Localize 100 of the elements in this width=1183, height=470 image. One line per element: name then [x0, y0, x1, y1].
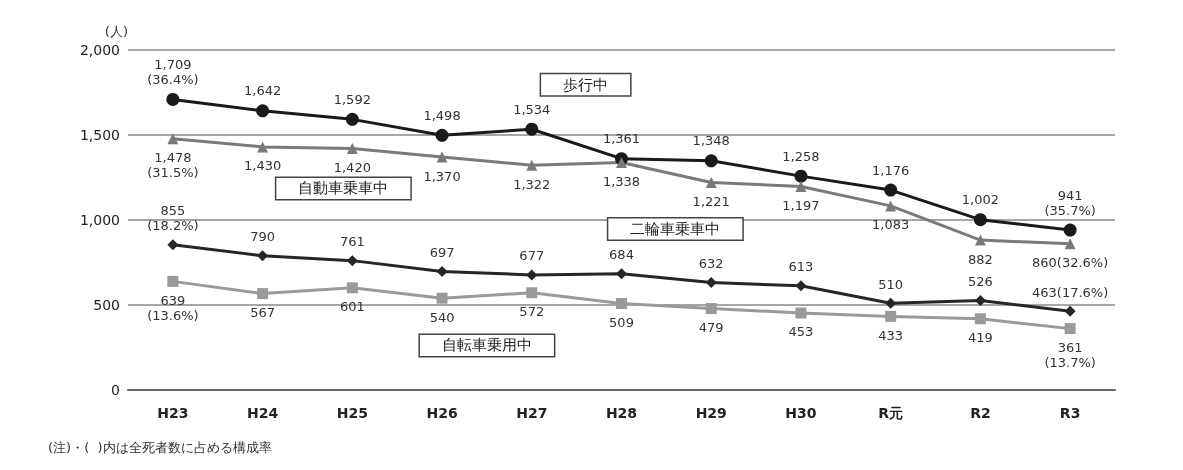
- data-label: 419: [968, 330, 993, 346]
- x-tick-label: R3: [1059, 405, 1081, 421]
- data-label: 860(32.6%): [1032, 255, 1109, 271]
- point: [795, 307, 807, 319]
- data-label: 453: [788, 324, 814, 340]
- point: [974, 295, 986, 307]
- data-label: 1,002: [961, 192, 1000, 208]
- point: [974, 313, 986, 325]
- text: 歩行中: [563, 75, 609, 94]
- data-label: 479: [698, 320, 724, 336]
- x-tick-label: H25: [336, 405, 368, 421]
- data-label: 1,370: [423, 168, 461, 184]
- data-label: 882: [968, 251, 993, 267]
- point: [436, 151, 448, 163]
- x-tick-label: H24: [246, 405, 279, 421]
- data-label: 1,420: [333, 160, 371, 176]
- data-label: 509: [609, 314, 634, 330]
- point: [1064, 238, 1076, 250]
- y-tick-label: 0: [111, 382, 120, 398]
- data-label: 361 (13.7%): [1044, 340, 1096, 371]
- point: [526, 159, 538, 171]
- x-tick-label: H30: [785, 405, 817, 421]
- y-tick-label: 1,000: [79, 212, 120, 228]
- point: [346, 143, 358, 155]
- y-tick-label: 2,000: [79, 42, 120, 58]
- data-label: 1,176: [872, 162, 910, 178]
- y-tick-label: 500: [93, 297, 120, 313]
- point: [436, 266, 448, 278]
- data-label: 463(17.6%): [1032, 284, 1109, 300]
- point: [435, 128, 449, 142]
- x-tick-label: H29: [695, 405, 727, 421]
- point: [885, 200, 897, 212]
- point: [436, 292, 448, 304]
- data-label: 855 (18.2%): [147, 203, 199, 234]
- x-tick-label: H27: [516, 405, 548, 421]
- series-label: 自動車乗車中: [298, 179, 389, 198]
- data-label: 684: [609, 247, 634, 263]
- data-label: 1,221: [692, 193, 730, 209]
- point: [167, 239, 179, 251]
- x-tick-label: H23: [157, 405, 189, 421]
- point: [794, 169, 808, 183]
- x-tick-label: H26: [426, 405, 458, 421]
- point: [705, 303, 717, 315]
- data-label: 510: [878, 276, 904, 292]
- point: [616, 157, 627, 169]
- x-tick-label: H28: [605, 405, 638, 421]
- point: [705, 176, 717, 188]
- point: [616, 268, 627, 280]
- data-label: 697: [429, 245, 455, 261]
- y-tick-label: 1,500: [79, 127, 120, 143]
- data-label: 1,348: [692, 133, 730, 149]
- point: [167, 133, 179, 145]
- point: [616, 297, 627, 309]
- point: [257, 141, 269, 153]
- data-label: 1,197: [782, 198, 820, 214]
- point: [256, 104, 270, 118]
- data-label: 1,258: [782, 148, 820, 164]
- point: [705, 277, 717, 289]
- data-label: 601: [339, 299, 365, 315]
- data-label: 1,430: [243, 158, 282, 174]
- point: [166, 92, 180, 106]
- data-label: 540: [429, 309, 455, 325]
- point: [1063, 223, 1077, 237]
- data-label: 567: [250, 305, 275, 321]
- data-label: 572: [519, 304, 545, 320]
- point: [704, 154, 718, 168]
- point: [346, 282, 358, 294]
- point: [974, 234, 986, 246]
- point: [1064, 305, 1076, 317]
- data-label: 1,083: [872, 217, 910, 233]
- data-label: 1,642: [243, 83, 282, 99]
- data-label: 677: [519, 248, 545, 264]
- point: [884, 183, 898, 197]
- data-label: 761: [339, 234, 365, 250]
- point: [526, 287, 538, 299]
- data-label: 1,478 (31.5%): [147, 150, 199, 181]
- data-label: 790: [250, 229, 275, 245]
- data-label: 613: [788, 259, 814, 275]
- data-label: 526: [968, 274, 993, 290]
- data-label: 639 (13.6%): [147, 292, 199, 323]
- y-axis-title: (人): [104, 24, 128, 39]
- point: [795, 181, 807, 193]
- point: [257, 250, 269, 262]
- data-label: 1,338: [602, 174, 641, 190]
- data-label: 1,498: [423, 107, 461, 123]
- point: [885, 310, 897, 322]
- x-tick-label: R元: [878, 405, 904, 421]
- x-tick-label: R2: [970, 405, 991, 421]
- data-label: 941 (35.7%): [1044, 187, 1096, 218]
- data-label: 632: [698, 256, 724, 272]
- point: [525, 122, 539, 136]
- data-label: 1,592: [333, 91, 371, 107]
- point: [257, 288, 269, 300]
- point: [1064, 323, 1076, 335]
- point: [795, 280, 807, 292]
- text: 二輪車乗車中: [630, 220, 721, 239]
- point: [345, 112, 359, 126]
- data-label: 433: [878, 327, 904, 343]
- text: (注)・( )内は全死者数に占める構成率: [48, 440, 272, 455]
- text: 自転車乗用中: [441, 336, 532, 355]
